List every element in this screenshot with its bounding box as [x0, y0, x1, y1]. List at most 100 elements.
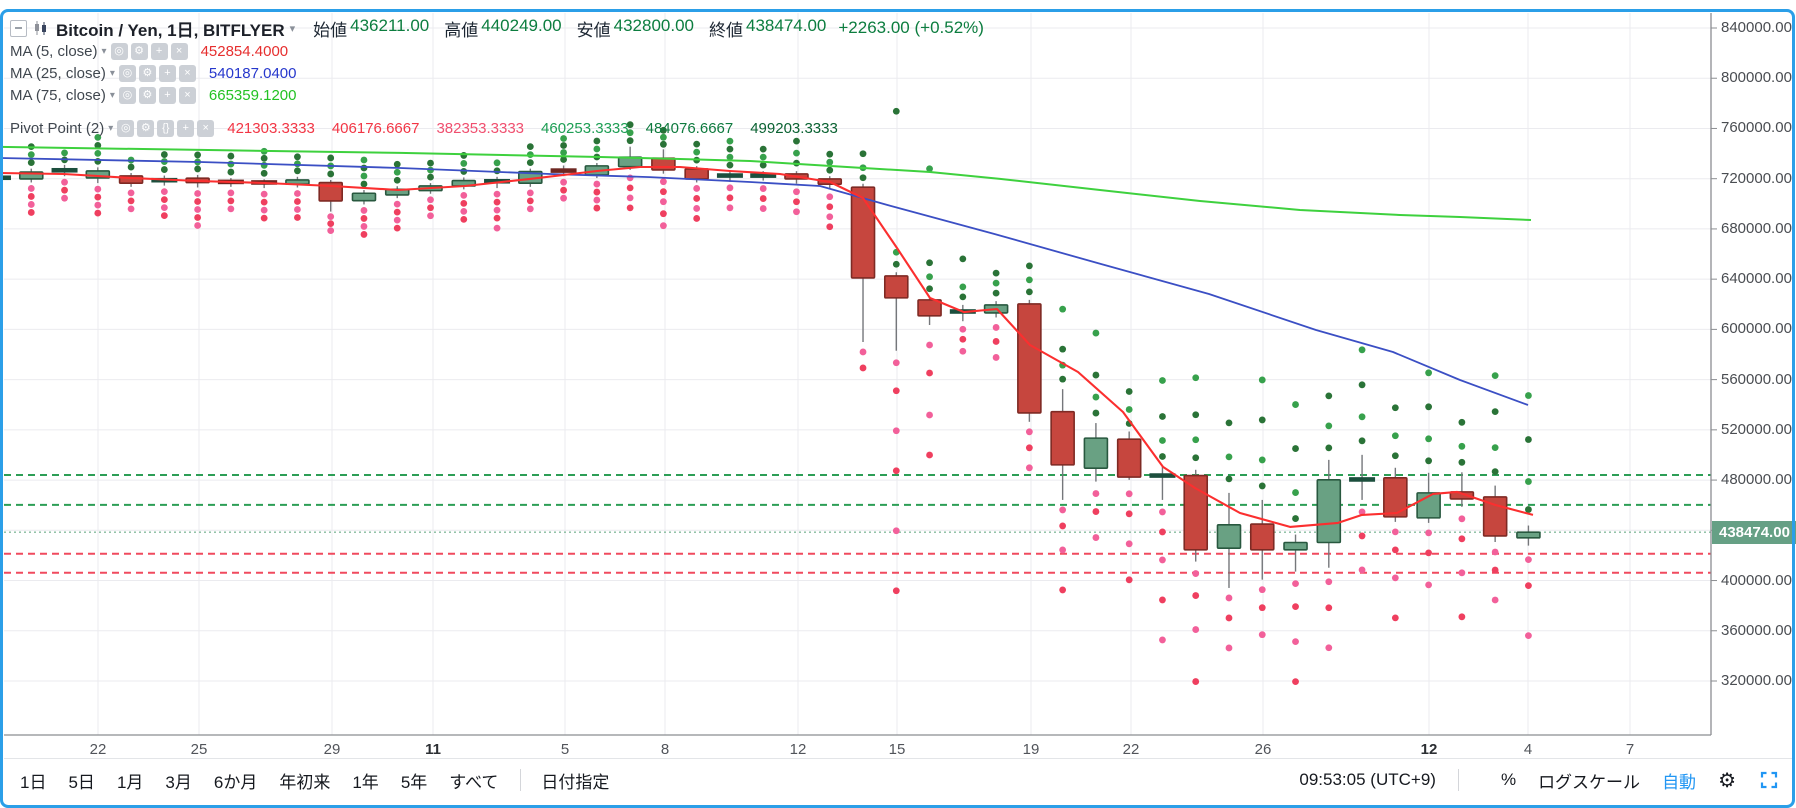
pivot-dot-pink — [194, 222, 202, 229]
pivot-dot-green — [94, 141, 102, 149]
pivot-dot-pink — [1258, 604, 1266, 612]
pivot-dot-green — [1358, 437, 1366, 445]
pivot-dot-pink — [493, 224, 501, 232]
pivot-dot-green — [1425, 435, 1433, 443]
candle-body — [1216, 523, 1242, 549]
pivot-dot-pink — [1225, 594, 1233, 602]
range-button[interactable]: 5日 — [68, 772, 95, 792]
pivot-dot-green — [726, 153, 734, 161]
remove-icon[interactable]: × — [170, 42, 188, 60]
fullscreen-icon[interactable] — [1760, 771, 1778, 789]
range-button[interactable]: 1年 — [352, 772, 379, 792]
indicator-label[interactable]: MA (5, close) — [10, 42, 98, 60]
pivot-dot-pink — [1059, 546, 1067, 554]
pivot-dot-pink — [1458, 569, 1466, 577]
remove-icon[interactable]: × — [197, 119, 215, 137]
pivot-dot-green — [393, 168, 401, 176]
pivot-dot-green — [1025, 288, 1033, 296]
source-code-icon[interactable]: {} — [157, 119, 175, 137]
pivot-dot-green — [926, 273, 933, 281]
pivot-dot-green — [1525, 478, 1532, 485]
candle-body — [1516, 531, 1541, 539]
pivot-dot-green — [959, 255, 967, 263]
pivot-dot-pink — [593, 196, 601, 204]
auto-scale-button[interactable]: 自動 — [1662, 772, 1697, 792]
add-icon[interactable]: + — [158, 64, 176, 82]
visibility-icon[interactable]: ◎ — [118, 86, 136, 104]
settings-icon[interactable]: ⚙ — [138, 64, 156, 82]
date-range-button[interactable]: 日付指定 — [541, 772, 610, 792]
add-icon[interactable]: + — [150, 42, 168, 60]
chevron-down-icon[interactable]: ▾ — [101, 45, 107, 57]
pivot-dot-pink — [1458, 613, 1466, 621]
chevron-down-icon[interactable]: ▾ — [108, 122, 114, 134]
pivot-dot-green — [294, 160, 301, 168]
range-button[interactable]: すべて — [449, 772, 499, 792]
pivot-dot-green — [160, 166, 168, 173]
add-icon[interactable]: + — [158, 86, 176, 104]
chevron-down-icon[interactable]: ▾ — [109, 89, 115, 101]
settings-icon[interactable]: ⚙ — [138, 86, 156, 104]
candle-body — [651, 157, 676, 171]
indicator-value: 540187.0400 — [208, 64, 297, 82]
indicator-label[interactable]: Pivot Point (2) — [10, 119, 105, 137]
pivot-dot-green — [1491, 444, 1499, 452]
range-button[interactable]: 3月 — [165, 772, 192, 792]
pivot-dot-green — [826, 166, 834, 174]
price-axis-label: 720000.00 — [1721, 169, 1792, 187]
range-button[interactable]: 1日 — [20, 772, 47, 792]
pivot-dot-pink — [693, 185, 701, 192]
visibility-icon[interactable]: ◎ — [118, 64, 136, 82]
pivot-dot-pink — [1425, 549, 1433, 557]
indicator-row: Pivot Point (2) ▾ ◎ ⚙{} + × 421303.3333 406176.… — [10, 118, 838, 138]
symbol-title[interactable]: Bitcoin / Yen, 1日, BITFLYER — [56, 20, 285, 40]
pivot-dot-green — [560, 156, 567, 163]
pivot-dot-pink — [1325, 644, 1333, 652]
range-button[interactable]: 5年 — [400, 772, 428, 792]
range-button[interactable]: 6か月 — [213, 772, 258, 792]
pivot-dot-green — [1258, 482, 1266, 490]
visibility-icon[interactable]: ◎ — [110, 42, 128, 60]
chart-style-icon — [33, 20, 49, 36]
pivot-dot-pink — [892, 527, 900, 535]
remove-icon[interactable]: × — [178, 64, 196, 82]
collapse-legend-icon[interactable] — [10, 19, 27, 37]
pivot-dot-pink — [27, 185, 35, 192]
candle-body — [351, 192, 377, 202]
log-scale-button[interactable]: ログスケール — [1538, 772, 1641, 792]
settings-icon[interactable]: ⚙ — [130, 42, 148, 60]
pivot-dot-green — [260, 161, 268, 169]
pivot-dot-pink — [493, 214, 501, 222]
pivot-dot-pink — [1525, 582, 1532, 590]
candle-body — [1183, 474, 1209, 551]
pivot-dot-pink — [1192, 678, 1200, 685]
pivot-dot-pink — [393, 200, 401, 208]
indicator-label[interactable]: MA (75, close) — [10, 86, 106, 104]
pivot-dot-green — [992, 279, 1000, 287]
chevron-down-icon[interactable]: ▾ — [289, 22, 296, 35]
pivot-dot-green — [660, 126, 667, 134]
settings-icon[interactable]: ⚙ — [137, 119, 155, 137]
pivot-dot-pink — [360, 215, 368, 222]
pivot-dot-pink — [892, 587, 900, 595]
pivot-dot-green — [826, 158, 834, 166]
ohlc-values: 始値 436211.00 高値 440249.00 安値 432800.00 終値 43… — [313, 16, 826, 41]
pivot-dot-pink — [194, 206, 202, 213]
percent-scale-button[interactable]: % — [1500, 770, 1517, 789]
indicator-label[interactable]: MA (25, close) — [10, 64, 106, 82]
chevron-down-icon[interactable]: ▾ — [109, 67, 115, 79]
divider — [520, 769, 522, 791]
pivot-dot-pink — [1192, 570, 1200, 577]
range-button[interactable]: 1月 — [116, 772, 144, 792]
range-button[interactable]: 年初来 — [279, 772, 331, 792]
pivot-dot-pink — [892, 427, 900, 435]
add-icon[interactable]: + — [177, 119, 195, 137]
gear-icon[interactable]: ⚙ — [1718, 769, 1736, 792]
remove-icon[interactable]: × — [178, 86, 196, 104]
pivot-dot-pink — [992, 338, 1000, 345]
pivot-dot-pink — [892, 359, 900, 367]
visibility-icon[interactable]: ◎ — [117, 119, 135, 137]
indicator-value: 452854.4000 — [200, 42, 289, 60]
pivot-dot-pink — [194, 198, 202, 205]
